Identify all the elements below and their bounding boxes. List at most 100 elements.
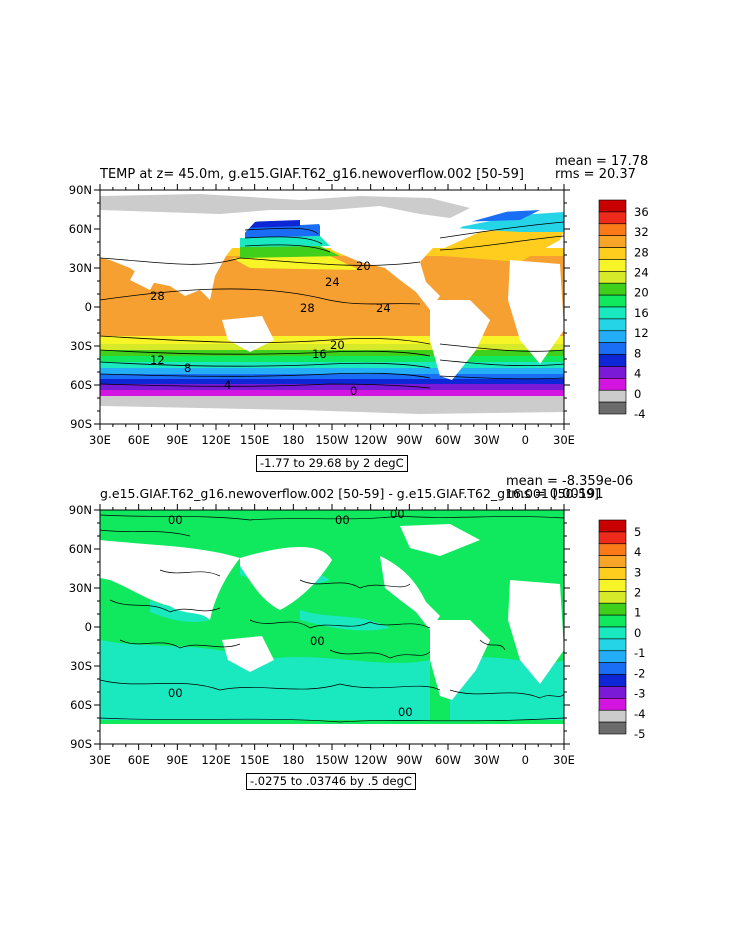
top-colorbar: 36 32 28 24 20 16 12 8 4 0 -4: [598, 199, 649, 421]
lat-label: 90S: [70, 417, 92, 431]
contour-label: 00: [168, 513, 183, 527]
colorbar-swatch: [598, 614, 627, 628]
colorbar-swatch: [598, 662, 627, 675]
lon-label: 120E: [201, 433, 230, 447]
lat-label: 30S: [70, 659, 92, 673]
bottom-title: g.e15.GIAF.T62_g16.newoverflow.002 [50-5…: [100, 486, 599, 501]
colorbar-swatch: [598, 318, 627, 332]
lon-label: 60E: [128, 433, 150, 447]
colorbar-label: 3: [634, 565, 641, 579]
colorbar-swatch: [598, 519, 627, 533]
bottom-mean: mean = -8.359e-06: [506, 474, 634, 489]
lat-label: 60N: [69, 542, 92, 556]
lon-label: 150W: [315, 753, 348, 767]
colorbar-swatch: [598, 602, 627, 616]
lon-label: 90E: [166, 433, 188, 447]
colorbar-label: -1: [634, 646, 645, 660]
colorbar-swatch: [598, 223, 627, 236]
bottom-colorbar: 5 4 3 2 1 0 -1 -2 -3 -4 -5: [598, 519, 645, 741]
colorbar-swatch: [598, 199, 627, 213]
bottom-map: 00 00 00 00 00 00: [100, 510, 564, 744]
colorbar-label: 8: [634, 346, 641, 360]
colorbar-label: 4: [634, 545, 641, 559]
colorbar-swatch: [598, 674, 627, 687]
colorbar-swatch: [598, 698, 627, 711]
contour-label: 28: [150, 289, 165, 303]
colorbar-swatch: [598, 686, 627, 699]
colorbar-swatch: [598, 401, 627, 415]
colorbar-label: 32: [634, 225, 649, 239]
colorbar-label: -2: [634, 666, 645, 680]
contour-label: 24: [376, 301, 391, 315]
colorbar-swatch: [598, 389, 627, 403]
bottom-land: [100, 510, 564, 744]
contour-label: 24: [325, 275, 340, 289]
contour-label: 20: [330, 338, 345, 352]
colorbar-swatch: [598, 294, 627, 308]
lon-label: 150W: [315, 433, 348, 447]
contour-label: 16: [312, 347, 327, 361]
contour-label: 8: [184, 361, 191, 375]
contour-label: 00: [168, 686, 183, 700]
contour-label: 00: [335, 513, 350, 527]
colorbar-label: 28: [634, 245, 649, 259]
bottom-rms: rms = 0.00191: [506, 487, 604, 502]
lon-label: 180: [282, 433, 304, 447]
lon-label: 150E: [240, 753, 269, 767]
colorbar-swatch: [598, 531, 627, 545]
contour-label: 20: [356, 259, 371, 273]
top-mean: mean = 17.78: [555, 154, 649, 169]
colorbar-label: -4: [634, 707, 645, 721]
lon-label: 120W: [354, 753, 387, 767]
lon-label: 30E: [89, 753, 111, 767]
colorbar-swatch: [598, 259, 627, 272]
lat-label: 90S: [70, 737, 92, 751]
lon-label: 30E: [553, 753, 575, 767]
colorbar-label: -5: [634, 727, 645, 741]
lat-label: 60N: [69, 222, 92, 236]
top-range-note: -1.77 to 29.68 by 2 degC: [256, 455, 408, 472]
lon-label: 150E: [240, 433, 269, 447]
contour-label: 00: [398, 705, 413, 719]
colorbar-swatch: [598, 306, 627, 320]
lon-label: 60W: [435, 753, 461, 767]
colorbar-swatch: [598, 211, 627, 225]
lon-label: 90E: [166, 753, 188, 767]
lon-label: 60E: [128, 753, 150, 767]
colorbar-label: 16: [634, 306, 649, 320]
top-land: [100, 190, 564, 380]
lon-label: 90W: [396, 433, 422, 447]
colorbar-swatch: [598, 591, 627, 604]
colorbar-swatch: [598, 366, 627, 379]
colorbar-label: 1: [634, 606, 641, 620]
colorbar-swatch: [598, 378, 627, 391]
colorbar-swatch: [598, 543, 627, 556]
colorbar-swatch: [598, 638, 627, 652]
top-map: 28 24 20 16 12 8 4 0 24 28 20: [100, 190, 564, 424]
colorbar-label: 5: [634, 525, 641, 539]
colorbar-swatch: [598, 342, 627, 355]
colorbar-label: -3: [634, 687, 645, 701]
colorbar-swatch: [598, 709, 627, 723]
lon-label: 30E: [89, 433, 111, 447]
colorbar-swatch: [598, 330, 627, 343]
colorbar-swatch: [598, 721, 627, 735]
top-ice: [100, 194, 564, 414]
lon-label: 120E: [201, 753, 230, 767]
colorbar-label: 36: [634, 205, 649, 219]
contour-label: 00: [310, 634, 325, 648]
lon-label: 30E: [553, 433, 575, 447]
contour-label: 0: [350, 384, 357, 398]
colorbar-swatch: [598, 235, 627, 248]
lat-label: 30S: [70, 339, 92, 353]
lon-label: 60W: [435, 433, 461, 447]
colorbar-swatch: [598, 271, 627, 284]
lat-label: 60S: [70, 378, 92, 392]
colorbar-label: 4: [634, 367, 641, 381]
contour-label: 28: [300, 301, 315, 315]
top-rms: rms = 20.37: [555, 167, 636, 182]
colorbar-swatch: [598, 650, 627, 663]
contour-label: 12: [150, 353, 165, 367]
lon-label: 0: [522, 433, 529, 447]
